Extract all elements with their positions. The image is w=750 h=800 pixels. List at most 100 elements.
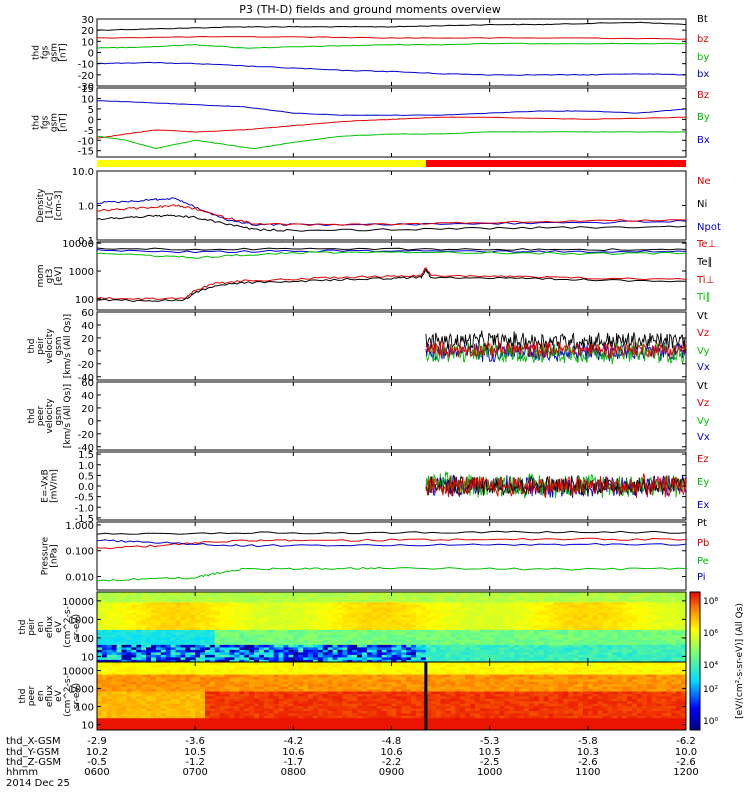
spectrogram-cell (543, 592, 549, 595)
spectrogram-cell (165, 705, 172, 709)
spectrogram-cell (200, 647, 206, 650)
spectrogram-cell (180, 634, 186, 638)
spectrogram-cell (396, 659, 402, 663)
spectrogram-cell (175, 671, 181, 675)
spectrogram-cell (308, 725, 314, 728)
spectrogram-cell (131, 604, 137, 608)
spectrogram-cell (298, 693, 304, 697)
spectrogram-cell (411, 624, 417, 628)
spectrogram-cell (303, 614, 309, 618)
spectrogram-cell (146, 696, 152, 699)
spectrogram-cell (249, 654, 255, 658)
spectrogram-cell (322, 622, 329, 625)
spectrogram-cell (573, 592, 579, 595)
spectrogram-cell (524, 629, 530, 633)
spectrogram-cell (150, 705, 157, 709)
spectrogram-cell (254, 705, 260, 709)
spectrogram-cell (101, 708, 108, 711)
spectrogram-cell (298, 679, 304, 682)
spectrogram-cell (244, 657, 250, 660)
spectrogram-cell (573, 602, 579, 605)
spectrogram-cell (332, 612, 338, 615)
spectrogram-cell (455, 629, 461, 633)
spectrogram-cell (445, 609, 451, 613)
spectrogram-cell (146, 602, 152, 605)
spectrogram-cell (219, 622, 226, 625)
spectrogram-cell (214, 664, 221, 668)
spectrogram-cell (249, 693, 255, 697)
spectrogram-cell (533, 654, 540, 658)
spectrogram-cell (347, 602, 353, 605)
spectrogram-cell (538, 599, 545, 603)
spectrogram-cell (602, 632, 608, 635)
spectrogram-cell (116, 713, 122, 716)
spectrogram-cell (597, 592, 603, 595)
spectrogram-cell (268, 624, 275, 628)
spectrogram-cell (263, 634, 270, 638)
spectrogram-cell (504, 607, 510, 610)
spectrogram-cell (366, 632, 373, 635)
spectrogram-cell (155, 657, 162, 660)
spectrogram-cell (141, 664, 147, 668)
spectrogram-cell (342, 597, 348, 600)
spectrogram-cell (180, 639, 186, 643)
spectrogram-cell (160, 705, 167, 709)
spectrogram-cell (337, 592, 343, 595)
spectrogram-cell (676, 619, 682, 623)
spectrogram-cell (97, 609, 103, 613)
spectrogram-cell (470, 637, 476, 640)
spectrogram-cell (254, 637, 260, 640)
spectrogram-cell (312, 710, 319, 714)
spectrogram-cell (519, 639, 525, 643)
spectrogram-cell (298, 688, 304, 692)
spectrogram-cell (651, 594, 657, 598)
spectrogram-cell (484, 637, 491, 640)
spectrogram-cell (460, 612, 466, 615)
spectrogram-cell (126, 617, 132, 620)
spectrogram-cell (578, 632, 584, 635)
spectrogram-cell (165, 597, 172, 600)
spectrogram-cell (391, 622, 397, 625)
spectrogram-cell (239, 639, 245, 643)
spectrogram-cell (312, 666, 319, 670)
spectrogram-cell (150, 627, 157, 630)
spectrogram-cell (514, 647, 520, 650)
spectrogram-cell (386, 619, 392, 623)
spectrogram-cell (239, 629, 245, 633)
spectrogram-cell (97, 725, 103, 728)
spectrogram-cell (293, 599, 299, 603)
spectrogram-cell (494, 607, 500, 610)
y-tick-label: 10 (81, 94, 94, 105)
spectrogram-cell (268, 691, 275, 694)
spectrogram-cell (582, 594, 589, 598)
spectrogram-cell (224, 629, 230, 633)
spectrogram-cell (244, 619, 250, 623)
spectrogram-cell (430, 617, 437, 620)
y-tick-label: 10 (81, 652, 94, 663)
spectrogram-cell (165, 710, 172, 714)
spectrogram-cell (332, 622, 338, 625)
spectrogram-cell (558, 639, 564, 643)
spectrogram-cell (116, 594, 122, 598)
spectrogram-cell (214, 725, 221, 728)
spectrogram-cell (617, 634, 623, 638)
spectrogram-cell (474, 644, 481, 648)
spectrogram-cell (460, 624, 466, 628)
spectrogram-cell (543, 634, 549, 638)
spectrogram-cell (681, 592, 687, 595)
spectrogram-cell (676, 652, 682, 655)
spectrogram-cell (543, 612, 549, 615)
spectrogram-cell (632, 659, 638, 663)
spectrogram-cell (273, 632, 280, 635)
spectrogram-cell (298, 720, 304, 724)
spectrogram-cell (190, 700, 196, 704)
spectrogram-cell (200, 612, 206, 615)
spectrogram-cell (450, 652, 456, 655)
spectrogram-cell (636, 642, 643, 645)
spectrogram-cell (283, 686, 289, 690)
spectrogram-cell (622, 594, 628, 598)
spectrogram-cell (303, 715, 309, 719)
spectrogram-cell (627, 652, 633, 655)
spectrogram-cell (209, 713, 216, 716)
